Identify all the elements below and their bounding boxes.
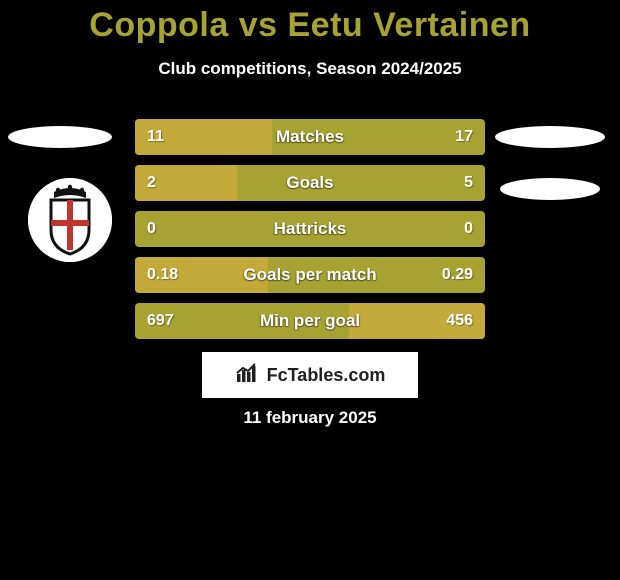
- stat-value-right: 0.29: [442, 257, 473, 293]
- page-title: Coppola vs Eetu Vertainen: [0, 0, 620, 45]
- subtitle: Club competitions, Season 2024/2025: [0, 59, 620, 79]
- stat-row: 0 0Hattricks: [135, 211, 485, 247]
- date: 11 february 2025: [0, 408, 620, 428]
- brand-text: FcTables.com: [267, 365, 386, 386]
- stat-value-left: 697: [147, 303, 174, 339]
- comparison-card: Coppola vs Eetu Vertainen Club competiti…: [0, 0, 620, 580]
- stat-value-left: 0: [147, 211, 156, 247]
- stat-value-left: 11: [147, 119, 164, 155]
- club-badge: [28, 178, 112, 262]
- stats-bars: 1117Matches25Goals00Hattricks0.180.29Goa…: [135, 119, 485, 349]
- stat-value-right: 17: [455, 119, 473, 155]
- brand-box[interactable]: FcTables.com: [202, 352, 418, 398]
- stat-row: 0.180.29Goals per match: [135, 257, 485, 293]
- stat-value-left: 0.18: [147, 257, 178, 293]
- stat-value-left: 2: [147, 165, 156, 201]
- stat-value-right: 456: [446, 303, 473, 339]
- stat-label: Hattricks: [135, 211, 485, 247]
- player-left-placeholder: [8, 126, 112, 148]
- stat-value-right: 5: [464, 165, 473, 201]
- stat-value-right: 0: [464, 211, 473, 247]
- stat-row: 697456Min per goal: [135, 303, 485, 339]
- stat-row: 1117Matches: [135, 119, 485, 155]
- brand-chart-icon: [235, 362, 261, 389]
- stat-row: 25Goals: [135, 165, 485, 201]
- player-right-placeholder-2: [500, 178, 600, 200]
- player-right-placeholder-1: [495, 126, 605, 148]
